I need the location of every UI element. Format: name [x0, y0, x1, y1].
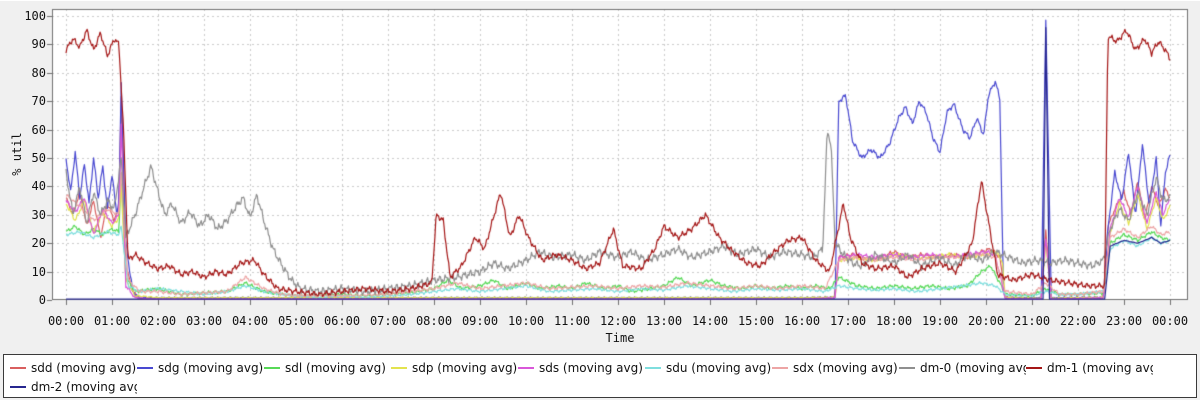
legend-label-sdp: sdp (moving avg) — [412, 360, 518, 375]
x-tick-label: 17:00 — [829, 314, 867, 328]
y-axis-title: % util — [10, 132, 24, 176]
legend-label-dm-0: dm-0 (moving avg) — [920, 360, 1026, 375]
legend-item-dm-0: dm-0 (moving avg) — [899, 358, 1026, 377]
y-tick-label: 30 — [31, 207, 46, 222]
y-tick-label: 40 — [31, 179, 46, 194]
x-tick-label: 05:00 — [277, 314, 315, 328]
legend-item-sdg: sdg (moving avg) — [137, 358, 264, 377]
legend-label-sdu: sdu (moving avg) — [666, 360, 772, 375]
legend-label-sdg: sdg (moving avg) — [158, 360, 264, 375]
x-tick-label: 03:00 — [185, 314, 223, 328]
y-tick-label: 20 — [31, 236, 46, 251]
chart-legend: sdd (moving avg) sdg (moving avg) sdl (mov… — [3, 354, 1197, 398]
legend-label-sdx: sdx (moving avg) — [793, 360, 898, 375]
legend-swatch-sds — [518, 366, 534, 369]
legend-swatch-sdx — [772, 366, 788, 369]
chart-canvas — [0, 1, 1200, 353]
x-tick-label: 09:00 — [461, 314, 499, 328]
x-tick-label: 01:00 — [93, 314, 131, 328]
legend-item-dm-2: dm-2 (moving avg) — [10, 377, 137, 396]
y-tick-label: 60 — [31, 122, 46, 137]
legend-item-sdp: sdp (moving avg) — [391, 358, 518, 377]
legend-swatch-dm-0 — [899, 366, 915, 369]
y-tick-label: 90 — [31, 37, 46, 52]
legend-swatch-dm-2 — [10, 385, 26, 388]
x-tick-label: 19:00 — [921, 314, 959, 328]
legend-item-dm-1: dm-1 (moving avg) — [1026, 358, 1153, 377]
legend-swatch-sdp — [391, 366, 407, 369]
utilization-chart: 0 10 20 30 40 50 60 70 80 90 100 00:00 01:00 02:00 03… — [0, 1, 1200, 353]
y-tick-label: 80 — [31, 65, 46, 80]
x-tick-label: 23:00 — [1105, 314, 1143, 328]
x-tick-label: 04:00 — [231, 314, 269, 328]
legend-label-sdd: sdd (moving avg) — [31, 360, 137, 375]
x-tick-label: 11:00 — [553, 314, 591, 328]
legend-swatch-sdg — [137, 366, 153, 369]
x-tick-label: 06:00 — [323, 314, 361, 328]
legend-item-sdl: sdl (moving avg) — [264, 358, 391, 377]
x-tick-label: 02:00 — [139, 314, 177, 328]
x-tick-label: 22:00 — [1059, 314, 1097, 328]
y-tick-label: 10 — [31, 264, 46, 279]
x-tick-label: 08:00 — [415, 314, 453, 328]
legend-swatch-sdl — [264, 366, 280, 369]
y-tick-label: 50 — [31, 151, 46, 165]
x-tick-label: 12:00 — [599, 314, 637, 328]
legend-item-sdu: sdu (moving avg) — [645, 358, 772, 377]
x-tick-label: 16:00 — [783, 314, 821, 328]
legend-swatch-dm-1 — [1026, 366, 1042, 369]
x-tick-label: 20:00 — [967, 314, 1005, 328]
x-tick-label: 13:00 — [645, 314, 683, 328]
legend-item-sds: sds (moving avg) — [518, 358, 645, 377]
x-tick-label: 00:00 — [1151, 314, 1189, 328]
x-tick-label: 18:00 — [875, 314, 913, 328]
x-tick-label: 21:00 — [1013, 314, 1051, 328]
legend-item-sdd: sdd (moving avg) — [10, 358, 137, 377]
x-tick-label: 15:00 — [737, 314, 775, 328]
x-tick-label: 07:00 — [369, 314, 407, 328]
x-tick-label: 10:00 — [507, 314, 545, 328]
legend-label-sds: sds (moving avg) — [539, 360, 643, 375]
y-tick-label: 100 — [24, 9, 46, 23]
legend-label-dm-2: dm-2 (moving avg) — [31, 379, 137, 394]
x-tick-label: 14:00 — [691, 314, 729, 328]
legend-item-sdx: sdx (moving avg) — [772, 358, 899, 377]
legend-swatch-sdu — [645, 366, 661, 369]
y-tick-label: 70 — [31, 94, 46, 109]
y-tick-label: 0 — [38, 293, 46, 307]
x-tick-label: 00:00 — [47, 314, 85, 328]
legend-label-sdl: sdl (moving avg) — [285, 360, 386, 375]
legend-swatch-sdd — [10, 366, 26, 369]
x-axis-title: Time — [605, 331, 635, 345]
legend-label-dm-1: dm-1 (moving avg) — [1047, 360, 1153, 375]
